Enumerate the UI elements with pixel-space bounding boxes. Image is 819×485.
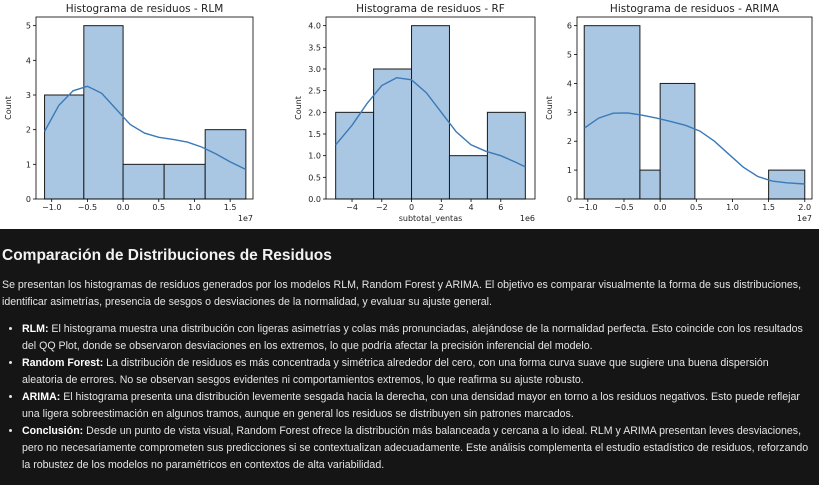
y-tick-label: 1 [26,160,31,169]
finding-conclusion: Conclusión: Desde un punto de vista visu… [22,423,809,474]
x-tick-label: 0.0 [117,203,130,212]
histogram-bar [639,169,661,200]
x-tick-label: −4 [346,203,358,212]
finding-text: Desde un punto de vista visual, Random F… [22,425,809,471]
x-tick-label: 1.0 [726,203,739,212]
finding-label: ARIMA: [22,391,61,403]
finding-text: El histograma muestra una distribución c… [22,323,803,352]
kde-line [43,85,247,171]
histogram-bar [583,25,641,200]
finding-rlm: RLM: El histograma muestra una distribuc… [22,321,809,355]
finding-label: RLM: [22,323,49,335]
y-tick-label: 2.5 [308,87,321,96]
y-tick-label: 4 [567,79,572,88]
histogram-bar [163,163,206,200]
histogram-bar [411,25,450,200]
x-tick-label: −0.5 [614,203,633,212]
y-axis-label: Count [4,96,13,120]
chart-title: Histograma de residuos - RLM [66,3,224,15]
panel-intro: Se presentan los histogramas de residuos… [2,279,802,308]
y-tick-label: 1 [567,166,572,175]
x-tick-label: 1.5 [224,203,237,212]
y-tick-label: 3 [567,108,572,117]
finding-text: La distribución de residuos es más conce… [22,357,769,386]
y-tick-label: 5 [567,51,572,60]
histogram-bar [448,155,488,200]
x-tick-label: 0.5 [152,203,165,212]
y-tick-label: 2 [26,126,31,135]
x-tick-label: 2 [439,203,444,212]
x-tick-label: 0.0 [654,203,667,212]
findings-list: RLM: El histograma muestra una distribuc… [2,321,809,474]
x-tick-label: −0.5 [78,203,97,212]
histogram-bar [768,169,806,200]
x-tick-label: 6 [498,203,503,212]
y-tick-label: 2.0 [308,108,321,117]
histogram-panel-0: −1.0 −0.5 0.0 0.5 1.0 1.5 0 1 2 3 4 5 Histograma de … [4,3,254,223]
y-tick-label: 4.0 [308,22,321,31]
axes-frame [576,16,813,200]
x-tick-label: −2 [376,203,388,212]
y-axis-label: Count [545,96,554,120]
histogram-bar [659,82,696,200]
x-offset-text: 1e7 [797,214,812,223]
histograms-figure: −1.0 −0.5 0.0 0.5 1.0 1.5 0 1 2 3 4 5 Histograma de … [0,0,819,229]
histogram-panel-2: −1.0 −0.5 0.0 0.5 1.0 1.5 2.0 0 1 2 3 4 5 6 Histograma… [545,3,813,223]
finding-text: El histograma presenta una distribución … [22,391,800,420]
axes-frame [35,16,254,200]
y-tick-label: 0.5 [308,173,321,182]
histogram-bar [44,94,85,200]
y-tick-label: 0 [26,195,31,204]
x-tick-label: −1.0 [42,203,61,212]
kde-line [583,112,805,185]
histogram-bar [204,129,247,200]
finding-random-forest: Random Forest: La distribución de residu… [22,355,809,389]
analysis-panel: Comparación de Distribuciones de Residuo… [0,229,819,485]
x-tick-label: 0.5 [690,203,703,212]
y-tick-label: 0.0 [308,195,321,204]
x-tick-label: −1.0 [578,203,597,212]
x-tick-label: 1.5 [762,203,775,212]
kde-line [335,76,526,168]
x-offset-text: 1e7 [238,214,253,223]
x-tick-label: 1.0 [188,203,201,212]
histogram-bar [83,25,124,200]
histogram-bar [122,163,165,200]
finding-arima: ARIMA: El histograma presenta una distri… [22,389,809,423]
histogram-bar [373,68,413,200]
y-tick-label: 3 [26,91,31,100]
chart-title: Histograma de residuos - ARIMA [610,3,780,15]
x-tick-label: 0 [409,203,414,212]
x-axis-label: subtotal_ventas [399,214,463,223]
y-tick-label: 2 [567,137,572,146]
y-tick-label: 0 [567,195,572,204]
x-offset-text: 1e6 [520,214,535,223]
y-tick-label: 1.5 [308,130,321,139]
finding-label: Random Forest: [22,357,104,369]
finding-label: Conclusión: [22,425,84,437]
y-tick-label: 4 [26,56,31,65]
x-tick-label: 4 [468,203,473,212]
y-tick-label: 3.0 [308,65,321,74]
histogram-bar [486,111,526,200]
histogram-panel-1: −4 −2 0 2 4 6 0.0 0.5 1.0 1.5 2.0 2.5 3.0 3.5 4.0 Histo… [294,3,536,223]
panel-heading: Comparación de Distribuciones de Residuo… [2,247,332,264]
y-tick-label: 1.0 [308,152,321,161]
histogram-bar [335,111,375,200]
y-tick-label: 6 [567,22,572,31]
y-axis-label: Count [294,96,303,120]
y-tick-label: 3.5 [308,43,321,52]
axes-frame [325,16,536,200]
histograms-svg: −1.0 −0.5 0.0 0.5 1.0 1.5 0 1 2 3 4 5 Histograma de … [4,3,813,223]
chart-title: Histograma de residuos - RF [356,3,505,15]
y-tick-label: 5 [26,22,31,31]
x-tick-label: 2.0 [798,203,811,212]
